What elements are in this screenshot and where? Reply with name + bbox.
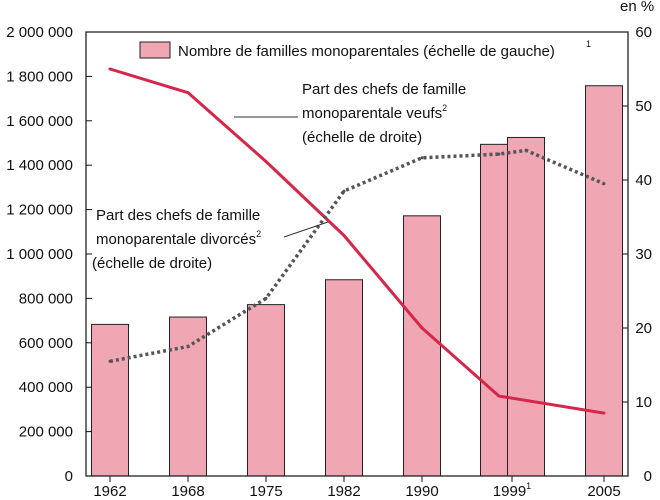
bar — [507, 136, 545, 477]
right-axis: 0 10 20 30 40 50 60 — [622, 24, 652, 485]
data-point — [108, 359, 112, 363]
data-point — [264, 296, 268, 300]
left-tick-label: 600 000 — [19, 335, 73, 352]
right-tick-label: 50 — [635, 98, 652, 115]
left-tick-label: 2 000 000 — [6, 24, 73, 41]
right-tick-label: 20 — [635, 320, 652, 337]
annotation-widowed: Part des chefs de famille monoparentale … — [234, 81, 466, 146]
x-tick-label: 1962 — [93, 483, 126, 500]
data-point — [108, 67, 112, 71]
left-tick-label: 400 000 — [19, 379, 73, 396]
data-point — [497, 152, 501, 156]
left-tick-label: 200 000 — [19, 424, 73, 441]
annotation-divorced-line-1: Part des chefs de famille — [96, 207, 260, 224]
legend-label: Nombre de familles monoparentales (échel… — [178, 43, 555, 60]
bars-layer — [91, 85, 623, 477]
x-axis: 1962 1968 1975 1982 1990 19991 2005 — [93, 476, 621, 500]
left-tick-label: 0 — [65, 468, 73, 485]
x-tick-label: 19991 — [493, 481, 531, 500]
left-tick-label: 1 200 000 — [6, 202, 73, 219]
data-point — [186, 345, 190, 348]
x-tick-label: 2005 — [587, 483, 620, 500]
annotation-widowed-superscript: 2 — [442, 103, 447, 113]
annotation-widowed-line-2-text: monoparentale veufs — [302, 105, 442, 122]
legend-swatch — [139, 41, 171, 59]
left-tick-label: 800 000 — [19, 290, 73, 307]
right-tick-label: 30 — [635, 246, 652, 263]
bar — [325, 279, 363, 477]
annotation-divorced: Part des chefs de famille monoparentale … — [92, 207, 329, 272]
data-point — [342, 189, 346, 193]
left-axis: 0 200 000 400 000 600 000 800 000 1 000 000 1 … — [6, 24, 92, 485]
left-tick-label: 1 800 000 — [6, 68, 73, 85]
bar — [91, 323, 129, 477]
right-tick-label: 40 — [635, 172, 652, 189]
bar — [247, 304, 285, 477]
left-tick-label: 1 400 000 — [6, 157, 73, 174]
lines-layer — [108, 67, 606, 415]
data-point — [264, 160, 268, 163]
right-tick-label: 10 — [635, 394, 652, 411]
annotation-divorced-line-3: (échelle de droite) — [92, 255, 212, 272]
x-tick-label: 1968 — [171, 483, 204, 500]
data-point — [342, 234, 346, 237]
left-tick-label: 1 000 000 — [6, 246, 73, 263]
x-tick-superscript: 1 — [526, 481, 531, 491]
annotation-divorced-line-2: monoparentale divorcés2 — [96, 229, 261, 248]
legend-label-superscript: 1 — [586, 39, 591, 49]
right-tick-label: 0 — [644, 468, 652, 485]
bar — [169, 316, 207, 477]
annotation-divorced-superscript: 2 — [256, 229, 261, 239]
x-tick-label: 1982 — [327, 483, 360, 500]
left-tick-label: 1 600 000 — [6, 113, 73, 130]
data-point — [497, 394, 501, 398]
right-tick-label: 60 — [635, 24, 652, 41]
annotation-widowed-line-1: Part des chefs de famille — [302, 81, 466, 98]
series-line-divorced — [109, 148, 605, 364]
legend: Nombre de familles monoparentales (échel… — [139, 39, 591, 60]
bar — [585, 85, 623, 477]
annotation-widowed-line-2: monoparentale veufs2 — [302, 103, 447, 122]
annotation-divorced-leader — [283, 221, 329, 238]
data-point — [186, 91, 190, 95]
right-axis-unit-label: en % — [620, 0, 654, 15]
data-point — [602, 411, 606, 415]
bar — [403, 215, 441, 477]
data-point — [524, 148, 528, 152]
data-point — [420, 326, 424, 330]
annotation-divorced-line-2-text: monoparentale divorcés — [96, 231, 256, 248]
x-tick-label: 1990 — [405, 483, 438, 500]
data-point — [420, 156, 424, 160]
x-tick-label: 1975 — [249, 483, 282, 500]
data-point — [602, 182, 606, 186]
annotation-widowed-line-3: (échelle de droite) — [302, 129, 422, 146]
